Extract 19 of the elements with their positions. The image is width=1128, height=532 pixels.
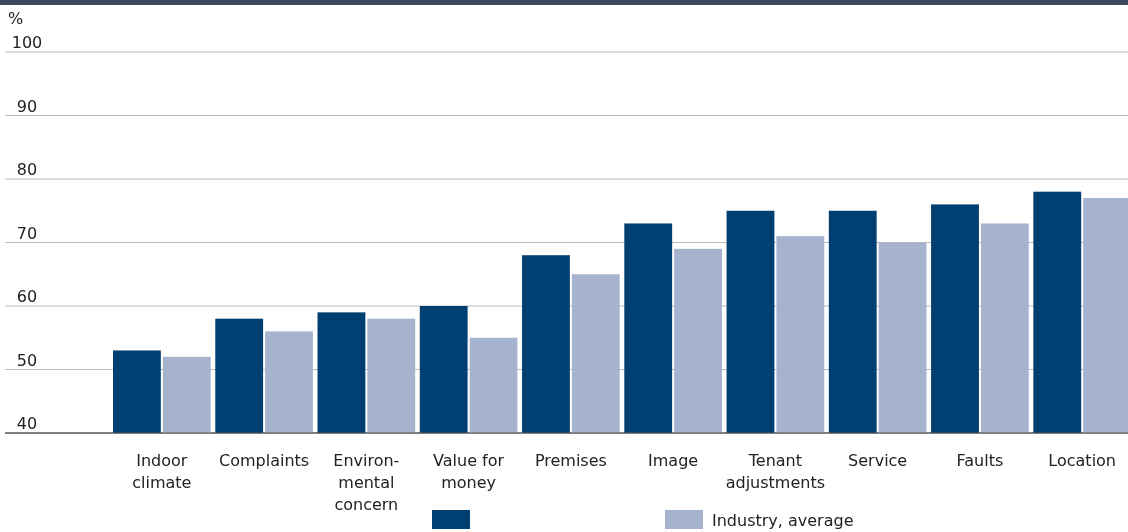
y-tick-label: 80 (16, 160, 38, 179)
x-tick-label: Location (1048, 451, 1117, 470)
x-tick-label: Premises (534, 451, 607, 470)
y-tick-label: 90 (16, 96, 38, 116)
legend-label: Industry, average (712, 511, 854, 530)
y-tick-label: 60 (16, 287, 38, 306)
x-tick-label: Indoor climate (132, 451, 192, 492)
x-tick-label: Value for money (433, 451, 505, 492)
x-tick-label: Image (648, 451, 699, 470)
y-axis-title: % (8, 9, 24, 28)
x-tick-label: Complaints (219, 451, 310, 470)
x-tick-label: Environ- mental concern (333, 451, 400, 514)
y-tick-label: 40 (16, 414, 38, 433)
y-tick-label: 70 (16, 223, 38, 243)
x-tick-label: Faults (956, 451, 1004, 470)
y-tick-label: 100 (11, 33, 43, 52)
x-tick-label: Tenant adjustments (725, 451, 826, 492)
x-tick-label: Service (848, 451, 908, 470)
y-tick-label: 50 (16, 350, 38, 370)
